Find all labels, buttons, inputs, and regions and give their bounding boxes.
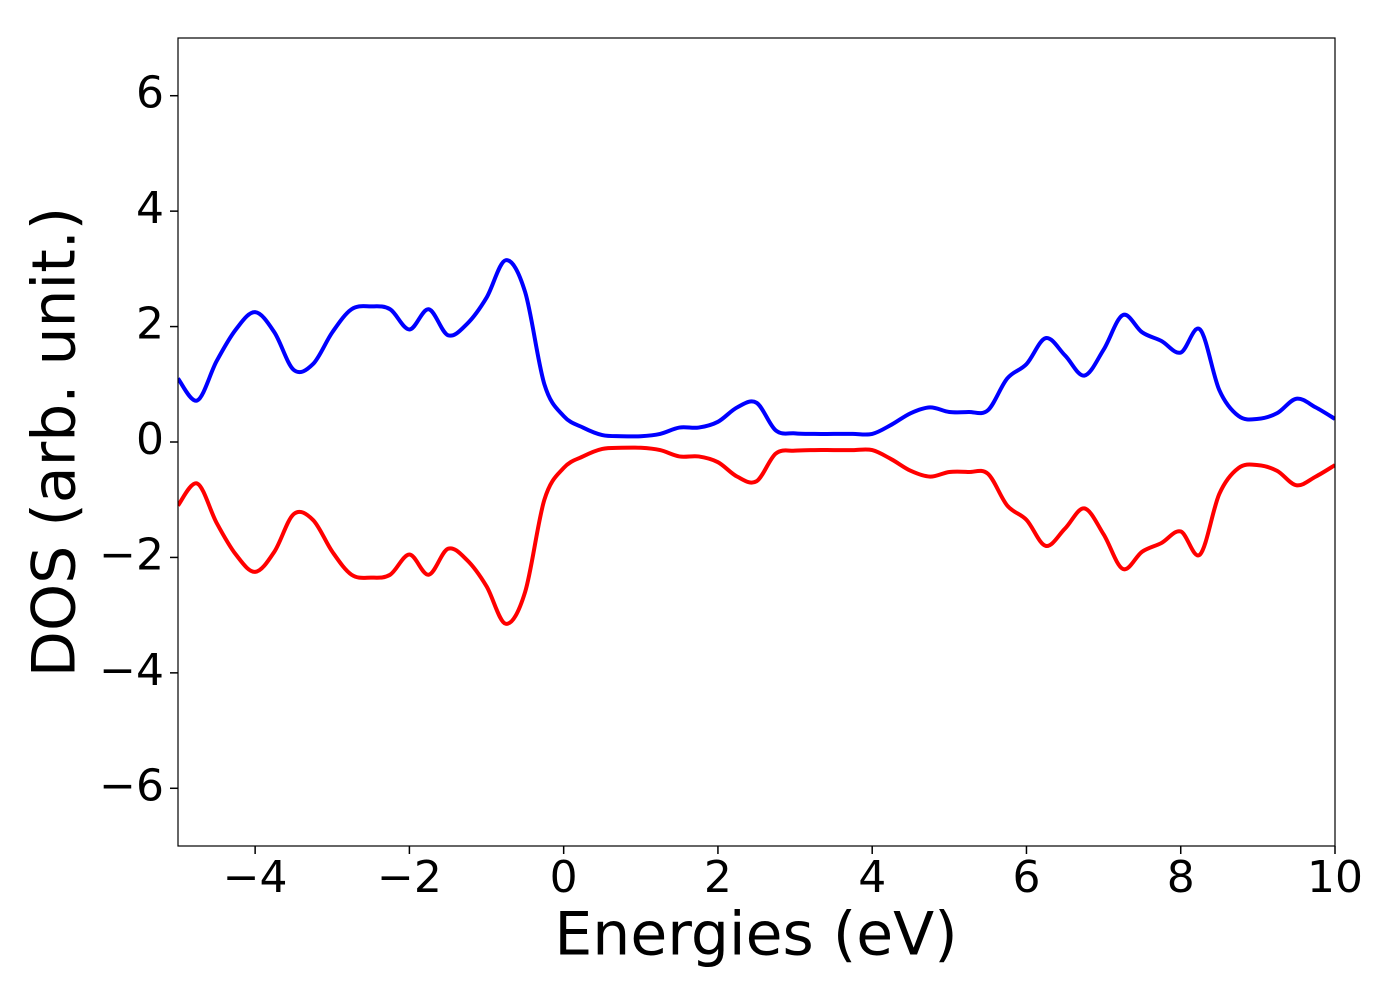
y-tick-label: −4: [99, 645, 164, 696]
x-tick-label: −4: [223, 852, 288, 903]
x-tick-label: 10: [1307, 852, 1363, 903]
y-tick-label: 0: [136, 414, 164, 465]
x-axis-label: Energies (eV): [554, 900, 957, 970]
y-tick-label: 4: [136, 183, 164, 234]
x-tick-label: 6: [1012, 852, 1040, 903]
x-tick-label: 8: [1167, 852, 1195, 903]
y-tick-label: 6: [136, 68, 164, 119]
dos-line: [178, 258, 1335, 439]
y-tick-label: 2: [136, 299, 164, 350]
y-axis-label: DOS (arb. unit.): [20, 207, 90, 677]
y-tick-label: −6: [99, 760, 164, 811]
y-tick-label: −2: [99, 529, 164, 580]
x-tick-label: −2: [377, 852, 442, 903]
x-tick-label: 2: [704, 852, 732, 903]
x-tick-label: 0: [550, 852, 578, 903]
x-tick-label: 4: [858, 852, 886, 903]
dos-line: [178, 445, 1335, 626]
plot-frame: [177, 37, 1336, 847]
plot-area: [178, 258, 1335, 626]
